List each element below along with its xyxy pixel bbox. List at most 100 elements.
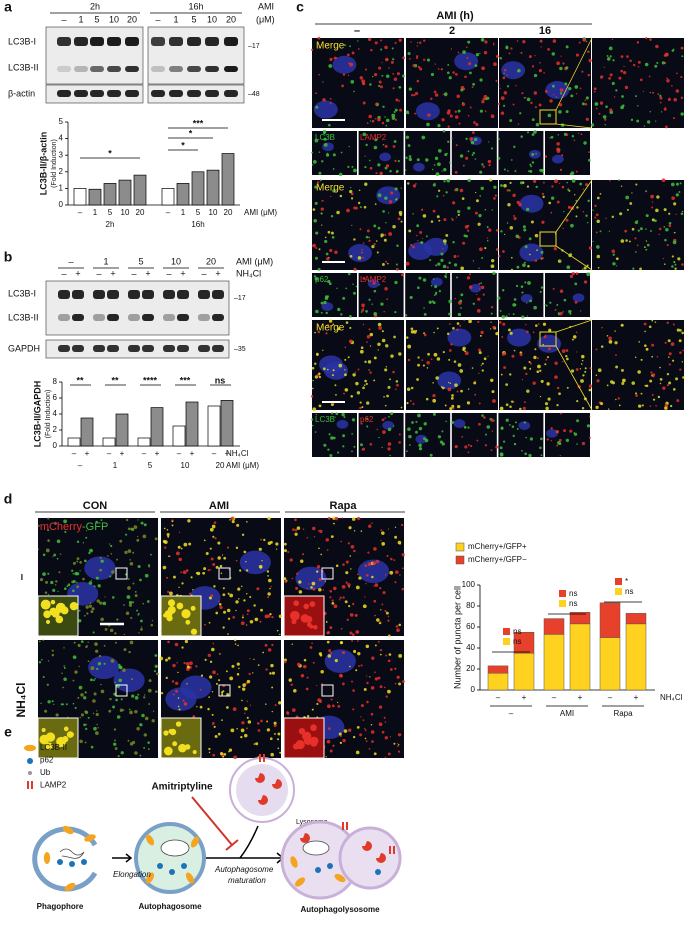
puncta xyxy=(390,354,394,358)
puncta xyxy=(360,311,363,313)
puncta xyxy=(151,619,154,622)
puncta xyxy=(488,141,490,143)
puncta xyxy=(123,648,127,652)
puncta xyxy=(543,72,545,74)
legend-label: mCherry+/GFP− xyxy=(468,555,527,564)
puncta xyxy=(54,521,57,525)
puncta xyxy=(601,326,603,329)
puncta xyxy=(367,280,370,282)
puncta xyxy=(539,168,543,172)
inset-puncta xyxy=(55,615,64,624)
puncta xyxy=(680,46,684,50)
puncta xyxy=(446,332,450,336)
puncta xyxy=(569,429,573,433)
inset-puncta xyxy=(176,602,184,610)
puncta xyxy=(387,212,390,214)
band xyxy=(169,90,183,97)
puncta xyxy=(352,283,354,285)
puncta xyxy=(209,569,212,571)
puncta xyxy=(348,605,351,608)
puncta xyxy=(78,619,82,623)
puncta xyxy=(662,258,665,260)
puncta xyxy=(636,244,639,247)
puncta xyxy=(411,421,414,424)
puncta xyxy=(449,323,451,325)
micrograph xyxy=(405,413,451,457)
puncta xyxy=(659,94,662,97)
puncta xyxy=(528,361,531,364)
puncta xyxy=(286,711,290,715)
puncta xyxy=(534,259,538,262)
puncta xyxy=(226,546,230,549)
puncta xyxy=(625,195,630,200)
puncta xyxy=(229,593,234,598)
puncta xyxy=(439,440,444,444)
puncta xyxy=(522,263,526,268)
puncta xyxy=(551,84,555,88)
puncta xyxy=(671,255,674,258)
puncta xyxy=(353,445,356,448)
puncta xyxy=(505,45,508,48)
y-tick-label: 60 xyxy=(466,622,475,631)
puncta xyxy=(600,345,604,348)
puncta xyxy=(659,366,661,369)
puncta xyxy=(410,41,412,43)
puncta xyxy=(468,285,473,289)
puncta xyxy=(587,158,591,162)
puncta xyxy=(676,72,678,75)
puncta xyxy=(416,45,418,47)
puncta xyxy=(209,675,213,679)
puncta xyxy=(476,308,481,313)
puncta xyxy=(379,85,383,89)
puncta xyxy=(417,363,420,367)
puncta xyxy=(499,453,504,457)
lc3b-icon xyxy=(145,834,155,846)
puncta xyxy=(199,688,202,691)
puncta xyxy=(300,559,304,563)
puncta xyxy=(159,656,164,661)
inset-puncta xyxy=(190,605,196,611)
puncta xyxy=(681,55,684,58)
puncta xyxy=(291,643,293,645)
puncta xyxy=(534,106,537,109)
puncta xyxy=(437,68,440,70)
puncta xyxy=(385,57,389,62)
puncta xyxy=(379,653,382,656)
puncta xyxy=(368,114,372,119)
puncta xyxy=(125,518,129,522)
puncta xyxy=(65,703,68,706)
puncta xyxy=(615,365,618,369)
sign-label: + xyxy=(215,268,220,278)
significance: *** xyxy=(180,375,191,385)
nucleus xyxy=(447,328,472,347)
puncta xyxy=(271,616,274,619)
puncta xyxy=(469,444,473,448)
puncta xyxy=(569,312,572,315)
puncta xyxy=(80,693,84,697)
puncta xyxy=(593,87,597,91)
label: NH₄Cl xyxy=(236,268,261,278)
row-label: NH₄Cl xyxy=(14,682,28,717)
puncta xyxy=(389,454,391,457)
puncta xyxy=(405,156,408,159)
puncta xyxy=(128,708,131,711)
puncta xyxy=(558,438,562,442)
puncta xyxy=(390,411,394,416)
puncta xyxy=(480,186,484,191)
puncta xyxy=(42,675,45,679)
puncta xyxy=(85,605,89,609)
puncta xyxy=(408,229,412,233)
puncta xyxy=(269,587,271,590)
puncta xyxy=(324,239,328,244)
puncta xyxy=(513,145,516,148)
puncta xyxy=(143,733,147,737)
puncta xyxy=(655,120,657,122)
puncta xyxy=(333,56,337,60)
puncta xyxy=(373,312,378,316)
puncta xyxy=(604,124,606,126)
puncta xyxy=(388,415,390,418)
puncta xyxy=(350,79,355,84)
nucleus xyxy=(572,293,585,303)
puncta xyxy=(384,721,387,723)
puncta xyxy=(357,640,359,642)
